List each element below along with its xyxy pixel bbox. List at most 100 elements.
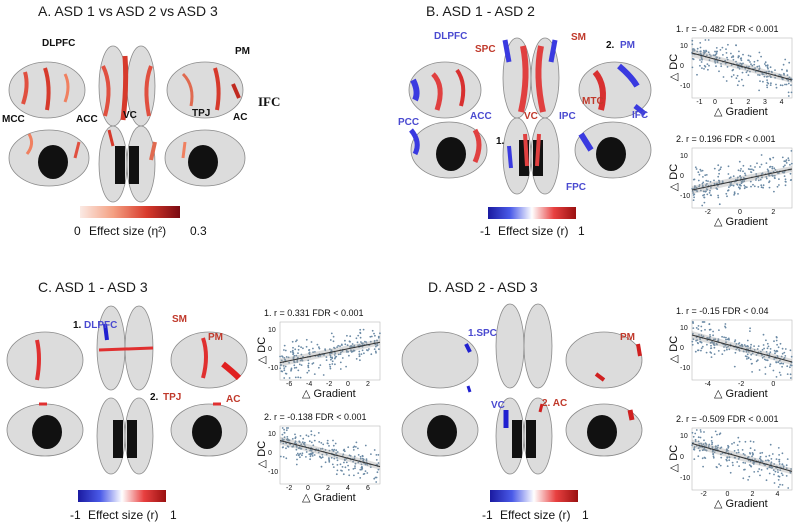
scatter-b-2-point: [701, 182, 704, 185]
scatter-d-2-point: [775, 458, 778, 460]
scatter-d-2-point: [725, 458, 728, 461]
scatter-b-2-point: [709, 180, 712, 183]
scatter-b-1-point: [767, 75, 769, 78]
scatter-b-1-point: [784, 58, 787, 61]
scatter-b-2-point: [719, 168, 722, 171]
scatter-b-1-point: [784, 83, 786, 86]
scatter-d-1-point: [780, 355, 783, 358]
colorbar-c-label: Effect size (r): [88, 508, 159, 522]
scatter-b-1-point: [736, 84, 739, 87]
scatter-d-2-point: [751, 455, 753, 458]
scatter-b-2-point: [732, 175, 735, 178]
scatter-b-2-point: [767, 169, 770, 172]
scatter-d-2-point: [711, 446, 714, 448]
scatter-b-2-point: [716, 182, 719, 185]
scatter-b-1-point: [758, 74, 761, 76]
scatter-b-2-point: [760, 163, 763, 166]
scatter-b-2-point: [740, 168, 742, 170]
scatter-c-1-point: [331, 363, 334, 365]
scatter-b-2-point: [762, 186, 764, 189]
scatter-c-2-point: [328, 449, 331, 452]
scatter-d-1-point: [775, 336, 778, 338]
scatter-c-2-point: [354, 467, 356, 470]
scatter-b-1-point: [714, 61, 717, 64]
scatter-b-2-point: [744, 172, 746, 175]
scatter-d-2-point: [782, 465, 785, 468]
scatter-d-2-point: [731, 461, 734, 464]
scatter-d-2-point: [708, 443, 711, 446]
scatter-b-1-point: [787, 79, 790, 82]
scatter-d-2-point: [726, 456, 729, 459]
scatter-c-1-point: [346, 344, 349, 347]
scatter-c-2-point: [283, 436, 286, 439]
scatter-b-2-point: [700, 189, 702, 192]
scatter-c-1-point: [287, 356, 290, 359]
scatter-d-1-point: [783, 351, 786, 354]
scatter-b-1-point: [691, 50, 694, 52]
scatter-d-2-point: [697, 436, 700, 439]
scatter-b-2-ylabel: △ DC: [668, 163, 681, 192]
scatter-c-1-point: [370, 335, 373, 338]
scatter-b-1-point: [738, 67, 741, 70]
scatter-b-2-point: [753, 185, 756, 188]
scatter-c-2-point: [310, 433, 313, 436]
scatter-b-2-point: [771, 166, 774, 168]
scatter-b-1-point: [749, 61, 751, 63]
scatter-c-2-point: [298, 446, 301, 449]
scatter-c-2-regression-line: [279, 440, 381, 468]
scatter-d-1-point: [696, 341, 699, 344]
scatter-d-1-point: [702, 321, 705, 323]
scatter-c-1-point: [359, 336, 362, 339]
scatter-d-2-point: [774, 470, 777, 473]
scatter-b-2-point: [745, 186, 748, 189]
scatter-d-2-point: [787, 487, 790, 489]
scatter-d-1-point: [733, 340, 736, 343]
scatter-d-2-point: [703, 439, 705, 442]
scatter-c-2-point: [279, 455, 282, 458]
scatter-b-1-point: [753, 63, 756, 66]
scatter-d-1-point: [761, 354, 763, 357]
scatter-d-1-point: [704, 328, 706, 331]
scatter-b-1-point: [781, 77, 783, 80]
scatter-c-2-ytick: -10: [268, 469, 279, 477]
scatter-c-1-point: [344, 343, 347, 346]
label-b-fpc: FPC: [566, 182, 586, 193]
scatter-d-1-point: [695, 339, 697, 342]
scatter-c-1-xtick: -2: [326, 381, 333, 388]
scatter-d-1-point: [713, 353, 716, 355]
panel-d-title: D. ASD 2 - ASD 3: [428, 279, 538, 295]
scatter-d-1-point: [755, 354, 758, 356]
scatter-c-1-point: [358, 355, 361, 357]
scatter-d-2-point: [765, 479, 768, 482]
scatter-d-1-point: [700, 341, 703, 344]
scatter-b-1-point: [782, 63, 785, 66]
scatter-b-1-point: [779, 74, 782, 76]
scatter-b-1-point: [758, 67, 761, 69]
scatter-c-2-point: [361, 455, 364, 458]
scatter-c-1-point: [339, 345, 341, 348]
scatter-c-1-point: [370, 353, 373, 356]
scatter-b-2-point: [743, 180, 746, 183]
scatter-b-1-point: [749, 55, 752, 58]
scatter-b-2-point: [744, 186, 747, 188]
scatter-d-2-point: [781, 452, 784, 455]
scatter-d-2-point: [785, 467, 788, 470]
scatter-c-1-point: [306, 371, 309, 374]
scatter-b-2-point: [760, 173, 763, 175]
scatter-d-2-point: [719, 464, 722, 467]
scatter-b-1-point: [724, 62, 727, 65]
scatter-c-1-point: [329, 339, 332, 341]
scatter-d-1-point: [786, 365, 789, 368]
scatter-c-2-point: [347, 469, 350, 471]
scatter-d-2-point: [779, 483, 781, 486]
scatter-b-2-point: [781, 156, 784, 159]
scatter-d-2-point: [746, 456, 749, 459]
scatter-b-2-point: [708, 192, 711, 194]
scatter-d-2-point: [726, 449, 728, 451]
scatter-b-1-point: [756, 59, 759, 62]
scatter-b-2-point: [699, 168, 702, 171]
scatter-c-1-point: [364, 340, 366, 343]
scatter-d-2-point: [777, 447, 780, 449]
scatter-d-2-point: [770, 461, 773, 464]
scatter-c-1-point: [339, 353, 342, 355]
